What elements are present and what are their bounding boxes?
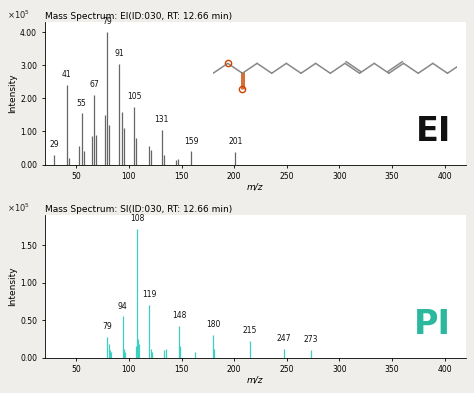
Text: Mass Spectrum: EI(ID:030, RT: 12.66 min): Mass Spectrum: EI(ID:030, RT: 12.66 min) bbox=[45, 12, 232, 21]
Text: 131: 131 bbox=[155, 115, 169, 124]
Text: 108: 108 bbox=[130, 214, 145, 223]
Text: Mass Spectrum: SI(ID:030, RT: 12.66 min): Mass Spectrum: SI(ID:030, RT: 12.66 min) bbox=[45, 206, 232, 214]
Text: EI: EI bbox=[416, 114, 451, 147]
Text: 148: 148 bbox=[172, 311, 187, 320]
Text: 29: 29 bbox=[49, 140, 59, 149]
Text: PI: PI bbox=[414, 308, 451, 341]
Text: 67: 67 bbox=[89, 80, 99, 89]
Text: 55: 55 bbox=[77, 99, 86, 108]
Text: 105: 105 bbox=[127, 92, 141, 101]
Text: 159: 159 bbox=[184, 137, 198, 146]
Text: 201: 201 bbox=[228, 137, 242, 146]
Y-axis label: Intensity: Intensity bbox=[9, 73, 18, 113]
Text: 94: 94 bbox=[118, 302, 128, 311]
Text: 79: 79 bbox=[102, 322, 112, 331]
Text: 273: 273 bbox=[304, 336, 318, 344]
Text: 180: 180 bbox=[206, 320, 220, 329]
Text: 91: 91 bbox=[115, 49, 124, 58]
Text: $\times$10$^5$: $\times$10$^5$ bbox=[7, 8, 30, 21]
X-axis label: m/z: m/z bbox=[247, 376, 264, 385]
Text: 215: 215 bbox=[243, 327, 257, 336]
Text: 41: 41 bbox=[62, 70, 72, 79]
Text: $\times$10$^5$: $\times$10$^5$ bbox=[7, 201, 30, 214]
Text: 247: 247 bbox=[276, 334, 291, 343]
X-axis label: m/z: m/z bbox=[247, 183, 264, 192]
Text: 119: 119 bbox=[142, 290, 156, 299]
Text: 79: 79 bbox=[102, 17, 112, 26]
Y-axis label: Intensity: Intensity bbox=[9, 266, 18, 306]
